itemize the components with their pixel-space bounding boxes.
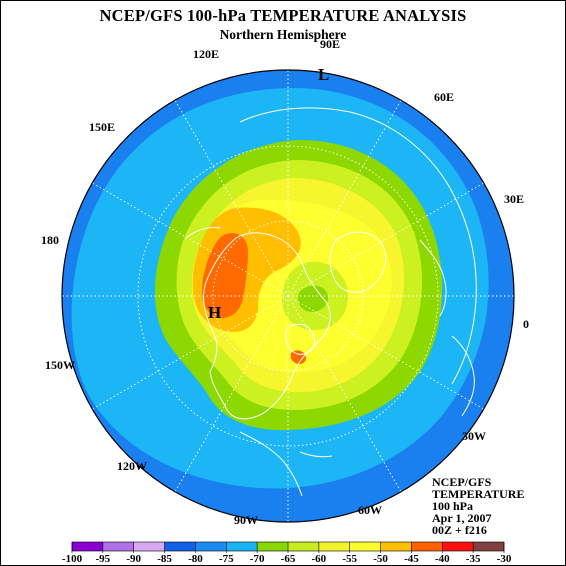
longitude-label: 120W bbox=[117, 459, 147, 473]
page-title: NCEP/GFS 100-hPa TEMPERATURE ANALYSIS bbox=[99, 6, 467, 25]
info-line-variable: TEMPERATURE bbox=[432, 487, 525, 501]
graticule bbox=[62, 70, 514, 522]
longitude-label: 0 bbox=[523, 317, 529, 331]
legend-swatch bbox=[195, 542, 227, 551]
band-minus-45 bbox=[202, 232, 248, 318]
greenland-coast bbox=[329, 231, 387, 293]
coastlines bbox=[185, 107, 477, 497]
info-line-level: 100 hPa bbox=[432, 499, 474, 513]
meridian-line bbox=[287, 182, 484, 297]
legend-tick-label: -45 bbox=[404, 553, 419, 565]
scandinavia-coast bbox=[419, 239, 447, 317]
legend-swatch bbox=[226, 542, 258, 551]
legend-tick-label: -80 bbox=[188, 553, 203, 565]
longitude-label: 60W bbox=[358, 503, 382, 517]
meridian-line bbox=[92, 182, 289, 297]
europe-coast bbox=[451, 335, 475, 417]
alaska-coast bbox=[185, 227, 221, 239]
map-boundary bbox=[61, 69, 515, 523]
longitude-label: 30E bbox=[504, 192, 524, 206]
meridian-line bbox=[92, 295, 289, 410]
longitude-label: 150W bbox=[45, 358, 75, 372]
legend-tick-label: -85 bbox=[157, 553, 172, 565]
legend-tick-label: -50 bbox=[373, 553, 388, 565]
legend-swatch bbox=[349, 542, 381, 551]
legend-tick-label: -35 bbox=[466, 553, 481, 565]
info-box: NCEP/GFS TEMPERATURE 100 hPa Apr 1, 2007… bbox=[432, 476, 524, 536]
legend-swatch bbox=[257, 542, 288, 551]
legend-swatch bbox=[288, 542, 319, 551]
longitude-label: 90E bbox=[320, 37, 340, 51]
longitude-label: 120E bbox=[193, 47, 219, 61]
longitude-label: 30W bbox=[462, 429, 486, 443]
color-legend: -100 -95 -90 -85 -80 -75 -70 -65 -60 -55 -50 -45 -40… bbox=[62, 541, 512, 565]
info-line-forecast: 00Z + f216 bbox=[432, 523, 487, 537]
temperature-field bbox=[62, 70, 514, 522]
info-line-model: NCEP/GFS bbox=[432, 475, 492, 489]
band-minus-45-small bbox=[290, 350, 306, 365]
legend-tick-label: -65 bbox=[281, 553, 296, 565]
longitude-labels: 90E 60E 30E 0 30W 60W 90W 120W 150W 180 150E 120E bbox=[41, 37, 529, 527]
longitude-label: 180 bbox=[41, 233, 59, 247]
legend-tick-label: -60 bbox=[312, 553, 327, 565]
legend-tick-label: -95 bbox=[96, 553, 111, 565]
meridian-line bbox=[287, 295, 484, 410]
legend-swatch bbox=[411, 542, 443, 551]
legend-swatch bbox=[473, 542, 504, 551]
central-america-coast bbox=[239, 431, 303, 497]
legend-tick-label: -90 bbox=[126, 553, 141, 565]
meridian-line bbox=[287, 295, 402, 492]
legend-tick-label: -75 bbox=[219, 553, 234, 565]
meridian-line bbox=[287, 100, 402, 297]
legend-swatch bbox=[380, 542, 412, 551]
north-america-coast bbox=[203, 232, 331, 420]
info-line-date: Apr 1, 2007 bbox=[432, 511, 492, 525]
legend-swatch bbox=[442, 542, 474, 551]
legend-tick-label: -100 bbox=[62, 553, 83, 565]
high-pressure-marker: H bbox=[208, 303, 221, 322]
eurasia-coast bbox=[239, 107, 477, 385]
legend-swatch bbox=[164, 542, 196, 551]
low-pressure-marker: L bbox=[318, 65, 329, 84]
legend-swatch bbox=[72, 542, 103, 551]
legend-tick-label: -55 bbox=[342, 553, 357, 565]
legend-tick-label: -30 bbox=[497, 553, 512, 565]
meridian-line bbox=[174, 295, 289, 492]
longitude-label: 90W bbox=[234, 513, 258, 527]
latitude-circle bbox=[212, 220, 364, 372]
page-subtitle: Northern Hemisphere bbox=[219, 27, 347, 42]
legend-swatch bbox=[133, 542, 165, 551]
longitude-label: 60E bbox=[434, 90, 454, 104]
legend-tick-label: -70 bbox=[250, 553, 265, 565]
longitude-label: 150E bbox=[89, 120, 115, 134]
legend-tick-label: -40 bbox=[435, 553, 450, 565]
latitude-circle bbox=[137, 145, 439, 447]
caribbean-coast bbox=[299, 451, 333, 458]
hudson-bay-coast bbox=[285, 323, 316, 355]
legend-swatch bbox=[102, 542, 134, 551]
legend-swatch bbox=[318, 542, 350, 551]
band-minus-70-arctic bbox=[298, 285, 328, 312]
meridian-line bbox=[174, 100, 289, 297]
